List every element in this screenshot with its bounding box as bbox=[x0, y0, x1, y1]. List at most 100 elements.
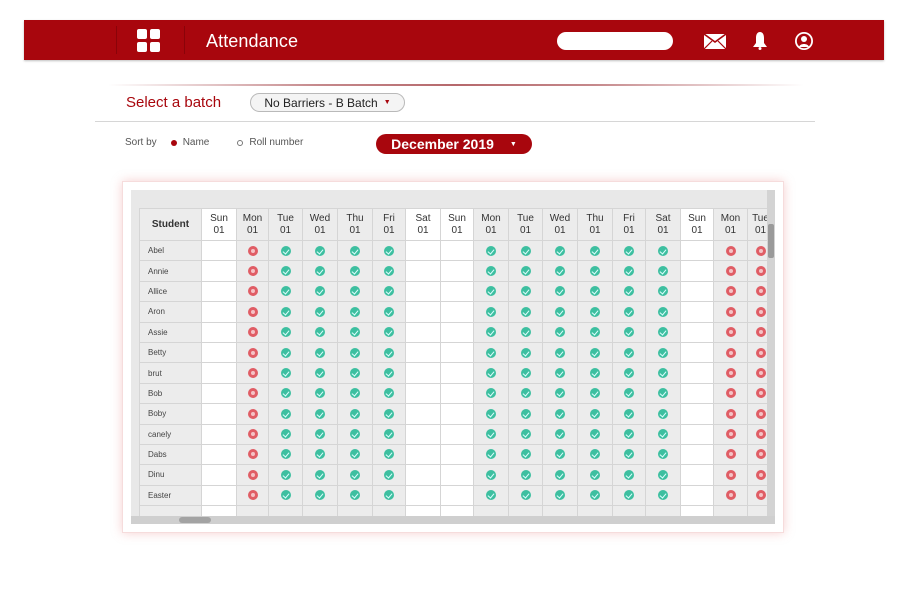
attendance-cell[interactable] bbox=[236, 321, 269, 343]
attendance-cell[interactable] bbox=[405, 484, 441, 507]
attendance-cell[interactable] bbox=[201, 382, 237, 405]
attendance-cell[interactable] bbox=[337, 239, 373, 262]
attendance-cell[interactable] bbox=[542, 321, 578, 343]
attendance-cell[interactable] bbox=[302, 321, 338, 343]
attendance-cell[interactable] bbox=[201, 239, 237, 262]
attendance-cell[interactable] bbox=[440, 443, 474, 466]
search-input[interactable] bbox=[557, 32, 673, 50]
attendance-cell[interactable] bbox=[440, 464, 474, 486]
attendance-cell[interactable] bbox=[337, 362, 373, 384]
attendance-cell[interactable] bbox=[645, 484, 681, 507]
attendance-cell[interactable] bbox=[577, 443, 613, 466]
attendance-cell[interactable] bbox=[713, 239, 748, 262]
attendance-cell[interactable] bbox=[680, 484, 714, 507]
attendance-cell[interactable] bbox=[201, 484, 237, 507]
attendance-cell[interactable] bbox=[542, 484, 578, 507]
attendance-cell[interactable] bbox=[473, 423, 509, 445]
attendance-cell[interactable] bbox=[713, 280, 748, 303]
attendance-cell[interactable] bbox=[713, 464, 748, 486]
attendance-cell[interactable] bbox=[302, 443, 338, 466]
attendance-cell[interactable] bbox=[302, 301, 338, 323]
attendance-cell[interactable] bbox=[542, 301, 578, 323]
attendance-cell[interactable] bbox=[713, 403, 748, 425]
attendance-cell[interactable] bbox=[713, 321, 748, 343]
attendance-cell[interactable] bbox=[201, 362, 237, 384]
attendance-cell[interactable] bbox=[645, 403, 681, 425]
attendance-cell[interactable] bbox=[508, 341, 543, 364]
attendance-cell[interactable] bbox=[236, 484, 269, 507]
attendance-cell[interactable] bbox=[302, 362, 338, 384]
attendance-cell[interactable] bbox=[542, 362, 578, 384]
attendance-cell[interactable] bbox=[612, 403, 646, 425]
attendance-cell[interactable] bbox=[645, 280, 681, 303]
attendance-cell[interactable] bbox=[236, 403, 269, 425]
attendance-cell[interactable] bbox=[577, 362, 613, 384]
attendance-cell[interactable] bbox=[645, 362, 681, 384]
attendance-cell[interactable] bbox=[473, 239, 509, 262]
attendance-cell[interactable] bbox=[440, 362, 474, 384]
attendance-cell[interactable] bbox=[542, 341, 578, 364]
attendance-cell[interactable] bbox=[612, 464, 646, 486]
attendance-cell[interactable] bbox=[680, 341, 714, 364]
attendance-cell[interactable] bbox=[508, 280, 543, 303]
attendance-cell[interactable] bbox=[508, 423, 543, 445]
attendance-cell[interactable] bbox=[680, 423, 714, 445]
attendance-cell[interactable] bbox=[473, 280, 509, 303]
attendance-cell[interactable] bbox=[645, 443, 681, 466]
attendance-cell[interactable] bbox=[236, 382, 269, 405]
attendance-cell[interactable] bbox=[268, 321, 303, 343]
attendance-cell[interactable] bbox=[405, 301, 441, 323]
attendance-cell[interactable] bbox=[542, 239, 578, 262]
attendance-cell[interactable] bbox=[405, 464, 441, 486]
attendance-cell[interactable] bbox=[508, 464, 543, 486]
attendance-cell[interactable] bbox=[201, 443, 237, 466]
attendance-cell[interactable] bbox=[405, 280, 441, 303]
attendance-cell[interactable] bbox=[680, 362, 714, 384]
apps-grid-icon[interactable] bbox=[137, 29, 160, 52]
attendance-cell[interactable] bbox=[268, 341, 303, 364]
attendance-cell[interactable] bbox=[508, 403, 543, 425]
month-dropdown[interactable]: December 2019 ▼ bbox=[376, 134, 532, 154]
attendance-cell[interactable] bbox=[473, 301, 509, 323]
attendance-cell[interactable] bbox=[440, 280, 474, 303]
attendance-cell[interactable] bbox=[372, 239, 406, 262]
attendance-cell[interactable] bbox=[612, 362, 646, 384]
attendance-cell[interactable] bbox=[405, 362, 441, 384]
attendance-cell[interactable] bbox=[612, 301, 646, 323]
attendance-cell[interactable] bbox=[612, 423, 646, 445]
attendance-cell[interactable] bbox=[405, 341, 441, 364]
attendance-cell[interactable] bbox=[201, 301, 237, 323]
attendance-cell[interactable] bbox=[473, 464, 509, 486]
attendance-cell[interactable] bbox=[473, 321, 509, 343]
attendance-cell[interactable] bbox=[713, 260, 748, 282]
attendance-cell[interactable] bbox=[337, 464, 373, 486]
attendance-cell[interactable] bbox=[302, 260, 338, 282]
attendance-cell[interactable] bbox=[542, 464, 578, 486]
attendance-cell[interactable] bbox=[542, 280, 578, 303]
attendance-cell[interactable] bbox=[680, 239, 714, 262]
attendance-cell[interactable] bbox=[542, 403, 578, 425]
attendance-cell[interactable] bbox=[577, 484, 613, 507]
attendance-cell[interactable] bbox=[236, 239, 269, 262]
attendance-cell[interactable] bbox=[473, 362, 509, 384]
horizontal-scrollbar[interactable] bbox=[131, 516, 775, 524]
attendance-cell[interactable] bbox=[372, 464, 406, 486]
attendance-cell[interactable] bbox=[542, 443, 578, 466]
attendance-cell[interactable] bbox=[268, 423, 303, 445]
attendance-cell[interactable] bbox=[268, 484, 303, 507]
attendance-cell[interactable] bbox=[713, 443, 748, 466]
attendance-cell[interactable] bbox=[268, 464, 303, 486]
attendance-cell[interactable] bbox=[201, 423, 237, 445]
attendance-cell[interactable] bbox=[680, 321, 714, 343]
attendance-cell[interactable] bbox=[201, 341, 237, 364]
attendance-cell[interactable] bbox=[542, 260, 578, 282]
attendance-cell[interactable] bbox=[372, 443, 406, 466]
attendance-cell[interactable] bbox=[473, 403, 509, 425]
attendance-cell[interactable] bbox=[577, 382, 613, 405]
attendance-cell[interactable] bbox=[440, 321, 474, 343]
attendance-cell[interactable] bbox=[542, 423, 578, 445]
attendance-cell[interactable] bbox=[372, 280, 406, 303]
attendance-cell[interactable] bbox=[645, 464, 681, 486]
attendance-cell[interactable] bbox=[337, 382, 373, 405]
attendance-cell[interactable] bbox=[542, 382, 578, 405]
